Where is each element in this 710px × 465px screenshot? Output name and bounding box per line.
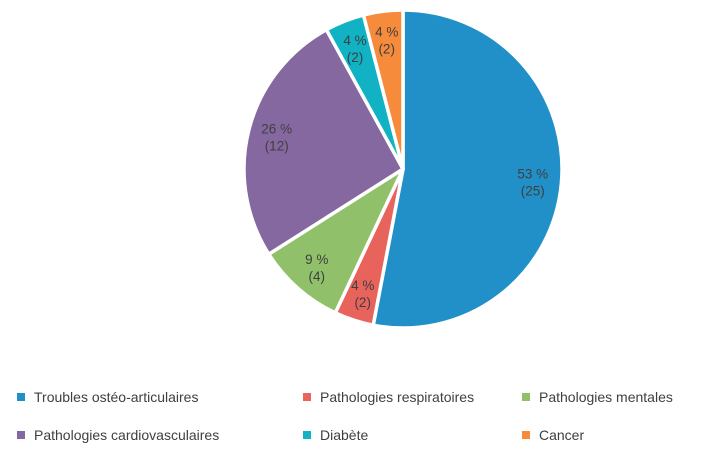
legend-label: Diabète [320,427,369,443]
legend-swatch-troubles-osteo-articulaires [17,393,25,401]
legend-swatch-pathologies-cardiovasculaires [17,431,25,439]
legend-label: Pathologies cardiovasculaires [34,427,220,443]
legend-item-troubles-osteo-articulaires: Troubles ostéo-articulaires [17,389,303,405]
legend-item-pathologies-respiratoires: Pathologies respiratoires [303,389,522,405]
chart-legend: Troubles ostéo-articulaires Pathologies r… [0,378,710,454]
slice-value-label-pathologies-mentales: 9 % (4) [305,252,328,284]
slice-value-label-pathologies-respiratoires: 4 % (2) [351,278,374,310]
slice-value-label-troubles-osteo-articulaires: 53 % (25) [517,166,548,198]
legend-swatch-cancer [522,431,530,439]
slice-value-label-cancer: 4 % (2) [375,25,398,57]
legend-label: Pathologies mentales [539,389,673,405]
pie-slice-cancer [361,8,405,171]
legend-item-diabete: Diabète [303,427,522,443]
legend-swatch-diabete [303,431,311,439]
legend-swatch-pathologies-respiratoires [303,393,311,401]
legend-item-cancer: Cancer [522,427,710,443]
slice-value-label-diabete: 4 % (2) [343,33,366,65]
legend-item-pathologies-mentales: Pathologies mentales [522,389,710,405]
pie-chart: 53 % (25) 4 % (2) 9 % (4) 26 % (12) 4 % (2) 4 % (2) [242,8,564,330]
legend-label: Cancer [539,427,585,443]
legend-swatch-pathologies-mentales [522,393,530,401]
slice-value-label-pathologies-cardiovasculaires: 26 % (12) [261,122,292,154]
pie-slice-troubles-osteo-articulaires [371,8,564,330]
legend-label: Pathologies respiratoires [320,389,475,405]
legend-item-pathologies-cardiovasculaires: Pathologies cardiovasculaires [17,427,303,443]
pie-slice-pathologies-cardiovasculaires [242,27,405,256]
legend-label: Troubles ostéo-articulaires [34,389,199,405]
